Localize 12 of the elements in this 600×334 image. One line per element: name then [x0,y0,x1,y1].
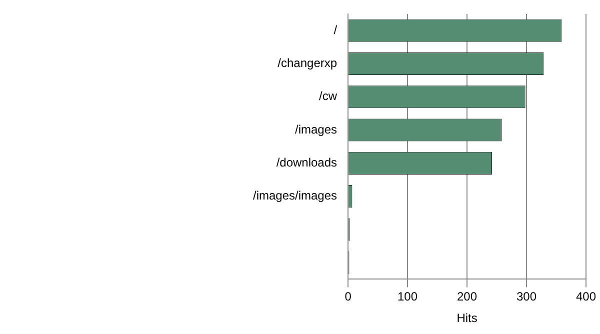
x-tick-label: 100 [398,290,418,304]
y-tick-label: /cw [319,89,338,104]
x-tick-label: 400 [576,290,596,304]
x-tick-label: 200 [457,290,478,304]
y-tick-label: /images [295,122,338,136]
x-tick-label: 0 [344,290,352,304]
y-tick-label: /changerxp [278,56,338,70]
y-tick-label: /downloads [276,155,338,170]
y-tick-label: /images/images [252,188,338,203]
x-axis-title: Hits [456,311,478,326]
x-tick-label: 300 [516,290,537,304]
y-tick-label: / [334,22,338,37]
